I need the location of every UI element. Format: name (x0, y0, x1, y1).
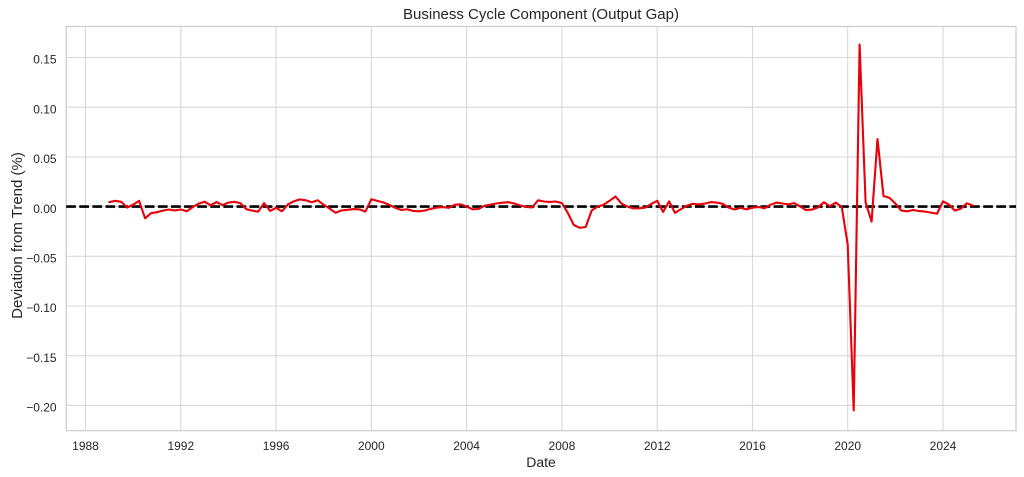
svg-text:Deviation from Trend (%): Deviation from Trend (%) (9, 152, 26, 319)
svg-text:−0.05: −0.05 (26, 252, 57, 266)
svg-text:0.05: 0.05 (33, 152, 57, 166)
svg-text:2008: 2008 (549, 439, 576, 453)
svg-text:2016: 2016 (739, 439, 766, 453)
svg-text:2020: 2020 (834, 439, 861, 453)
svg-text:2004: 2004 (453, 439, 480, 453)
svg-text:2000: 2000 (358, 439, 385, 453)
svg-text:−0.15: −0.15 (26, 351, 57, 365)
svg-text:0.10: 0.10 (33, 102, 57, 116)
svg-text:0.15: 0.15 (33, 53, 57, 67)
svg-text:Date: Date (526, 454, 556, 470)
svg-text:1996: 1996 (263, 439, 290, 453)
svg-text:1992: 1992 (167, 439, 194, 453)
svg-text:1988: 1988 (72, 439, 99, 453)
svg-text:2012: 2012 (644, 439, 671, 453)
svg-text:2024: 2024 (930, 439, 957, 453)
svg-text:−0.10: −0.10 (26, 301, 57, 315)
svg-text:−0.20: −0.20 (26, 401, 57, 415)
svg-text:Business Cycle Component (Outp: Business Cycle Component (Output Gap) (403, 6, 679, 23)
svg-text:0.00: 0.00 (33, 202, 57, 216)
